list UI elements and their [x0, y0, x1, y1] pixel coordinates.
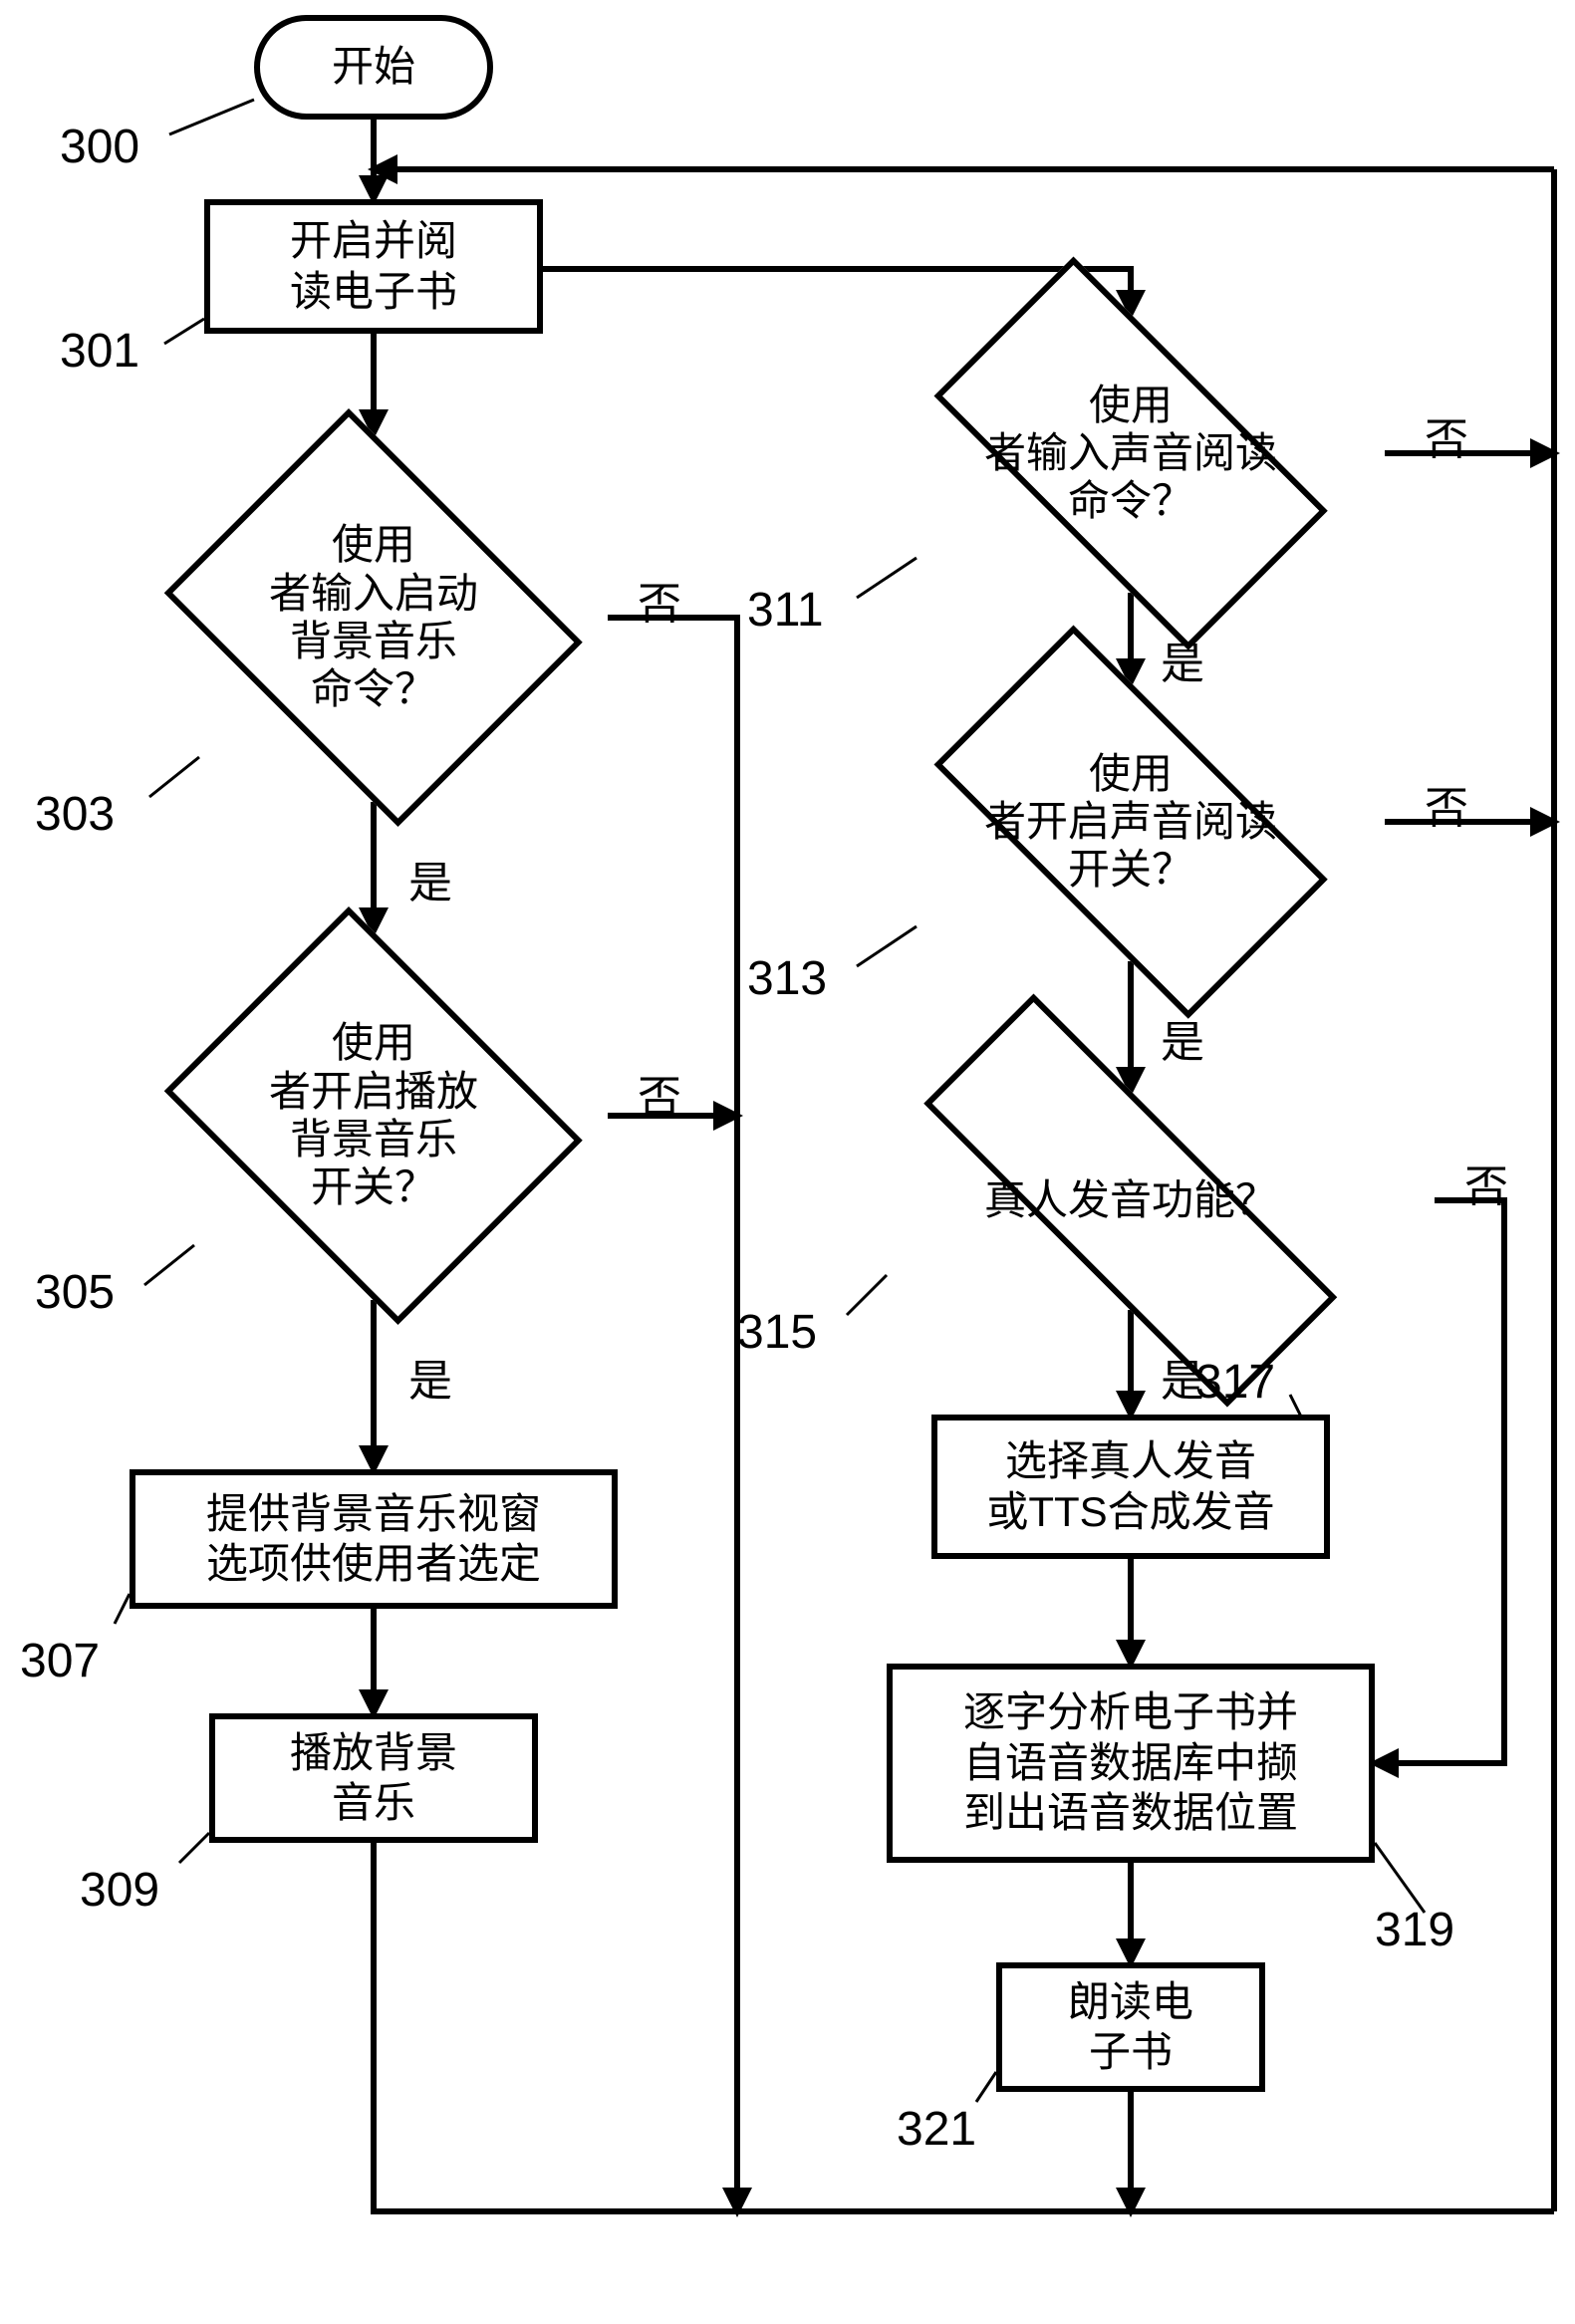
- decision-text-315: 真人发音功能？: [827, 1091, 1435, 1310]
- edge-label-no-17: 否: [1464, 1151, 1508, 1214]
- edge-label-yes-4: 是: [408, 1345, 452, 1409]
- ref-label-309: 309: [80, 1863, 159, 1918]
- process-309: 播放背景 音乐: [209, 1713, 538, 1843]
- process-317: 选择真人发音 或TTS合成发音: [931, 1415, 1330, 1559]
- edge-label-yes-9: 是: [1161, 1345, 1204, 1409]
- ref-label-307: 307: [20, 1634, 100, 1688]
- ref-label-321: 321: [897, 2102, 976, 2157]
- process-319: 逐字分析电子书并 自语音数据库中撷 到出语音数据位置: [887, 1664, 1375, 1863]
- process-301: 开启并阅 读电子书: [204, 199, 543, 334]
- decision-text-305: 使用 者开启播放 背景音乐 开关？: [139, 931, 608, 1300]
- decision-303: 使用 者输入启动 背景音乐 命令？: [139, 433, 608, 802]
- edge-label-no-13: 否: [638, 1061, 681, 1125]
- ref-label-319: 319: [1375, 1903, 1454, 1957]
- ref-label-315: 315: [737, 1305, 817, 1360]
- ref-label-303: 303: [35, 787, 115, 842]
- flowchart-canvas: 开始 300 开启并阅 读电子书 301使用 者输入启动 背景音乐 命令？ 303 使用 …: [0, 0, 1575, 2324]
- decision-text-311: 使用 者输入声音阅读 命令？: [877, 314, 1385, 593]
- edge-label-no-12: 否: [638, 568, 681, 632]
- ref-label-317: 317: [1195, 1355, 1275, 1410]
- edge-label-no-15: 否: [1425, 403, 1468, 467]
- decision-313: 使用 者开启声音阅读 开关？: [877, 682, 1385, 961]
- terminator-300: 开始: [254, 15, 493, 120]
- edge-label-no-16: 否: [1425, 772, 1468, 836]
- ref-label-313: 313: [747, 951, 827, 1006]
- process-307: 提供背景音乐视窗 选项供使用者选定: [130, 1469, 618, 1609]
- decision-text-303: 使用 者输入启动 背景音乐 命令？: [139, 433, 608, 802]
- decision-text-313: 使用 者开启声音阅读 开关？: [877, 682, 1385, 961]
- ref-label-301: 301: [60, 324, 139, 379]
- decision-305: 使用 者开启播放 背景音乐 开关？: [139, 931, 608, 1300]
- ref-label-300: 300: [60, 120, 139, 174]
- edge-label-yes-7: 是: [1161, 628, 1204, 691]
- ref-label-305: 305: [35, 1265, 115, 1320]
- process-321: 朗读电 子书: [996, 1962, 1265, 2092]
- edge-label-yes-8: 是: [1161, 1006, 1204, 1070]
- edge-label-yes-3: 是: [408, 847, 452, 910]
- decision-311: 使用 者输入声音阅读 命令？: [877, 314, 1385, 593]
- decision-315: 真人发音功能？: [827, 1091, 1435, 1310]
- ref-label-311: 311: [747, 583, 824, 638]
